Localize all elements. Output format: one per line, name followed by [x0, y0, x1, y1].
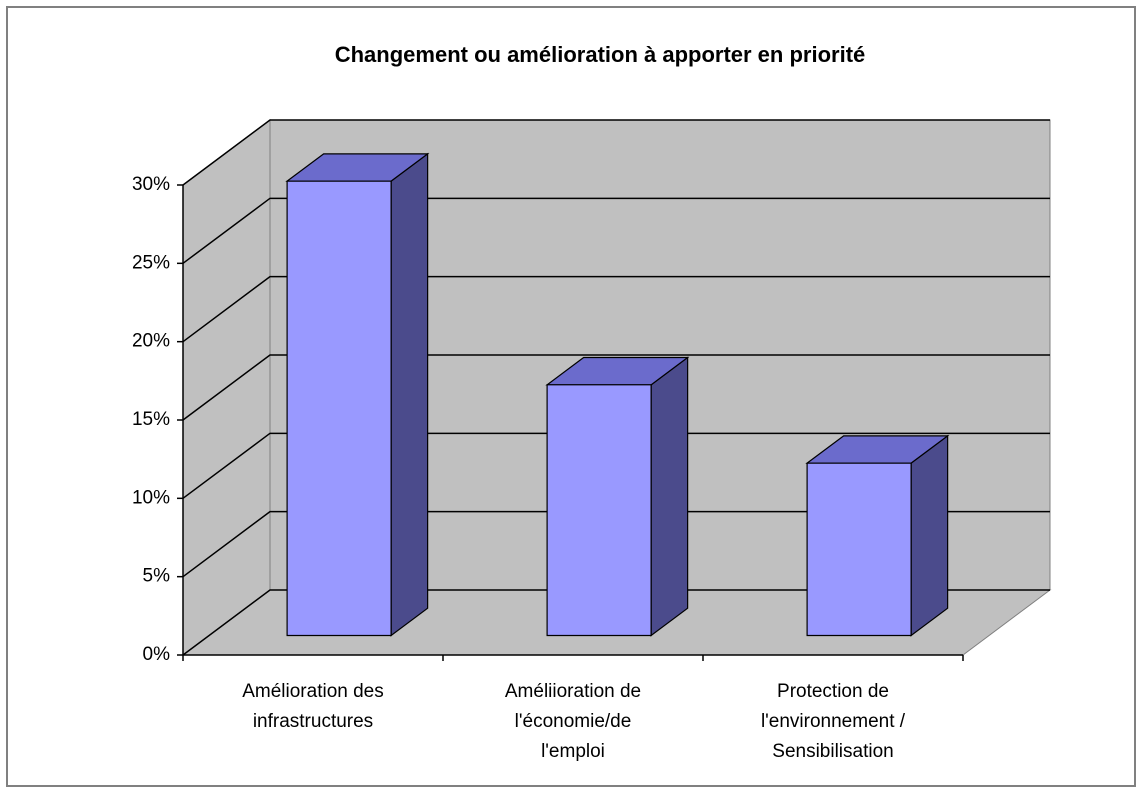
bar-side [910, 434, 949, 637]
y-tick-label: 5% [143, 566, 171, 587]
bar [545, 356, 690, 637]
grid-line [182, 510, 1050, 578]
y-tick-label: 20% [132, 331, 170, 352]
grid-line [182, 197, 1050, 264]
x-tick-label: Protection de l'environnement / Sensibilis… [761, 681, 906, 762]
grid-line [182, 354, 1050, 421]
bar-side [650, 356, 689, 637]
grid-line [182, 275, 1050, 343]
y-tick-label: 15% [132, 409, 170, 430]
bar-side [390, 152, 429, 637]
grid-line [182, 589, 1050, 656]
bar [285, 152, 430, 637]
x-tick-label: Améliioration de l'économie/de l'emploi [505, 681, 641, 762]
bar-front [286, 180, 392, 637]
y-tick-label: 25% [132, 252, 170, 273]
grid-line [182, 432, 1050, 499]
chart-title: Changement ou amélioration à apporter en… [335, 42, 866, 67]
bar-front [806, 462, 912, 637]
x-tick-label: Amélioration des infrastructures [242, 681, 384, 732]
grid-line [182, 119, 1050, 186]
y-tick-label: 10% [132, 487, 170, 508]
y-tick-label: 0% [143, 644, 171, 665]
y-tick-label: 30% [132, 174, 170, 195]
bar [805, 434, 950, 637]
bar-front [546, 384, 652, 637]
